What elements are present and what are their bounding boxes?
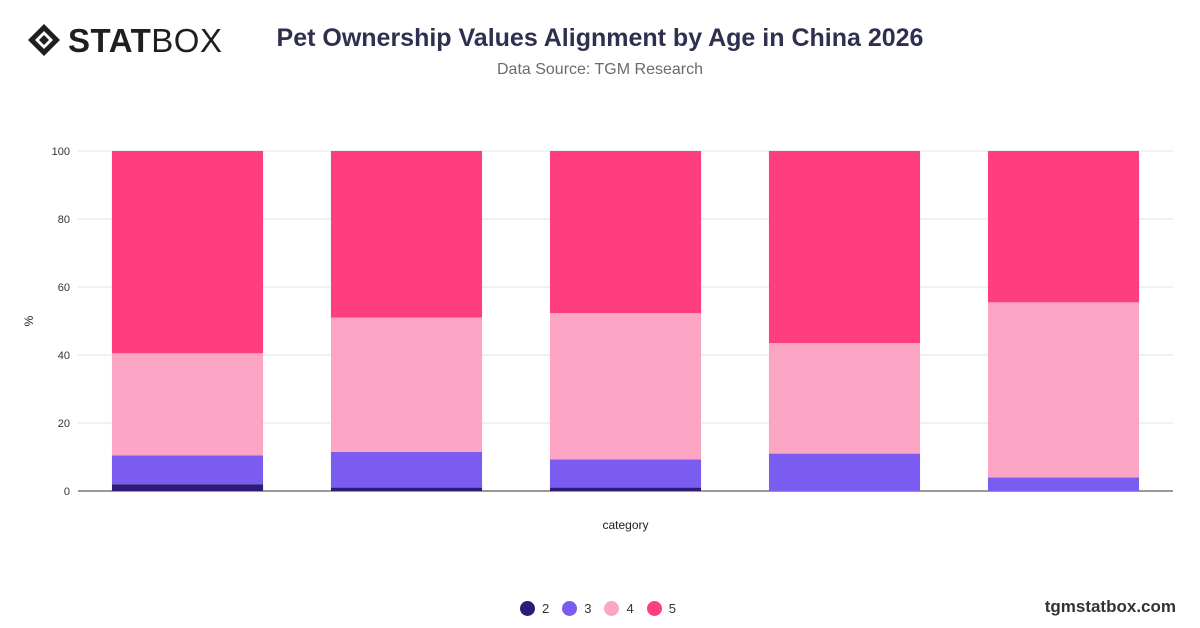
legend-item-5[interactable]: 5: [646, 601, 676, 616]
footer-site: tgmstatbox.com: [1044, 597, 1176, 616]
legend-label: 3: [584, 601, 592, 616]
y-tick-label: 0: [64, 486, 70, 498]
bar-segment-4-cat-4: [768, 343, 921, 454]
logo-wordmark: STATBOX: [68, 24, 222, 57]
logo-wordmark-bold: STAT: [68, 21, 152, 59]
bar-segment-4-cat-5: [987, 302, 1140, 478]
bar-segment-4-cat-1: [111, 353, 264, 456]
legend-swatch-icon: [604, 601, 620, 616]
bar-segment-5-cat-2: [330, 151, 483, 318]
bar-segment-3-cat-1: [111, 455, 264, 485]
bar-segment-2-cat-2: [330, 487, 483, 491]
bar-segment-3-cat-4: [768, 453, 921, 491]
legend-label: 5: [668, 601, 676, 616]
y-tick-label: 100: [52, 146, 70, 158]
y-tick-label: 80: [58, 214, 70, 226]
bar-segment-2-cat-3: [549, 487, 702, 491]
y-tick-label: 40: [58, 350, 70, 362]
legend-swatch-icon: [646, 601, 662, 616]
legend-label: 2: [542, 601, 550, 616]
bar-segment-3-cat-2: [330, 451, 483, 488]
bar-segment-3-cat-3: [549, 459, 702, 488]
legend-swatch-icon: [562, 601, 578, 616]
legend-label: 4: [626, 601, 634, 616]
bar-segment-5-cat-5: [987, 151, 1140, 303]
chart-title: Pet Ownership Values Alignment by Age in…: [276, 24, 924, 52]
bar-segment-2-cat-1: [111, 484, 264, 491]
bar-segment-4-cat-2: [330, 317, 483, 452]
legend-item-4[interactable]: 4: [604, 601, 634, 616]
statbox-logo: STATBOX: [26, 22, 222, 58]
bar-segment-5-cat-4: [768, 151, 921, 344]
legend-item-3[interactable]: 3: [562, 601, 591, 616]
chart-legend: 2 3 4 5: [520, 601, 689, 616]
y-axis-title: %: [22, 315, 36, 326]
bar-segment-5-cat-3: [549, 151, 702, 314]
legend-item-2[interactable]: 2: [520, 601, 549, 616]
bar-segment-4-cat-3: [549, 313, 702, 460]
y-tick-label: 60: [58, 282, 70, 294]
bar-segment-3-cat-5: [987, 477, 1140, 491]
chart-subtitle: Data Source: TGM Research: [496, 61, 703, 78]
legend-swatch-icon: [520, 601, 535, 616]
bar-segment-5-cat-1: [111, 151, 264, 354]
logo-wordmark-light: BOX: [151, 21, 223, 59]
y-tick-label: 20: [58, 418, 70, 430]
statbox-diamond-icon: [28, 24, 60, 56]
x-axis-title: category: [602, 518, 648, 532]
